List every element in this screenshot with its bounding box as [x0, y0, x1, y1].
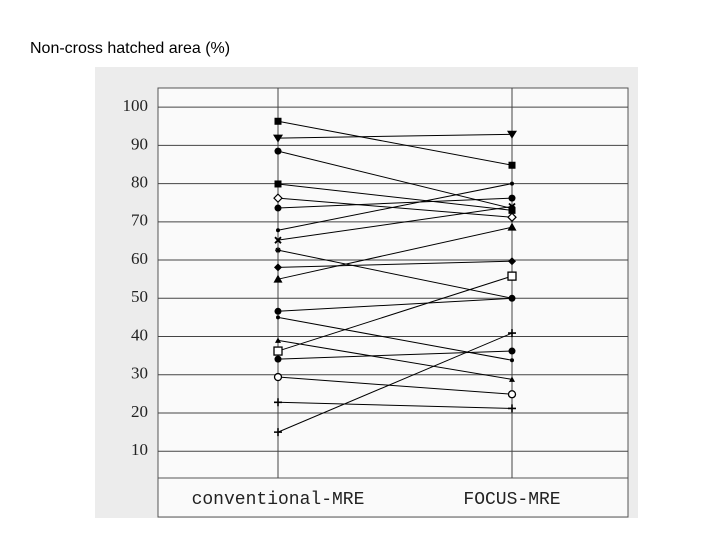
y-tick-label: 20: [131, 402, 148, 421]
series-line: [277, 316, 513, 361]
series-line: [277, 133, 513, 139]
marker: [273, 134, 283, 143]
marker: [274, 355, 282, 363]
y-tick-label: 50: [131, 287, 148, 306]
marker: [508, 329, 516, 338]
marker: [508, 202, 516, 211]
marker: [274, 204, 282, 212]
series-line: [277, 376, 513, 395]
series-line: [277, 249, 513, 299]
series-line: [277, 197, 513, 209]
marker: [273, 193, 283, 203]
series-line: [277, 226, 513, 280]
marker: [508, 347, 516, 355]
marker: [274, 307, 282, 315]
marker: [273, 372, 283, 382]
marker: [507, 222, 517, 231]
y-tick-label: 100: [123, 96, 149, 115]
marker: [510, 181, 514, 186]
y-tick-label: 10: [131, 440, 148, 459]
marker: [507, 212, 517, 223]
series-line: [277, 339, 513, 380]
marker: [274, 428, 282, 437]
marker: [507, 390, 517, 399]
marker: [508, 294, 516, 302]
y-tick-label: 80: [131, 172, 148, 191]
marker: [274, 263, 282, 272]
marker: [276, 315, 280, 320]
series-line: [277, 183, 513, 211]
marker: [508, 161, 516, 169]
y-tick-label: 60: [131, 249, 148, 268]
marker: [508, 257, 516, 266]
x-tick-label: conventional-MRE: [192, 490, 365, 510]
marker: [273, 346, 283, 356]
series-line: [277, 297, 513, 312]
series-line: [277, 260, 513, 268]
marker: [274, 117, 282, 125]
series-line: [277, 120, 513, 166]
y-tick-label: 70: [131, 211, 148, 230]
y-tick-label: 90: [131, 134, 148, 153]
marker: [508, 194, 516, 202]
series-line: [277, 183, 513, 231]
marker: [275, 337, 281, 343]
series-line: [277, 332, 513, 433]
marker: [274, 398, 282, 407]
marker: [508, 206, 516, 214]
marker: [276, 228, 280, 233]
marker: [274, 180, 282, 188]
series-line: [277, 350, 513, 360]
marker: [274, 147, 282, 155]
series-line: [277, 150, 513, 209]
marker: [507, 271, 517, 281]
series-line: [277, 206, 513, 241]
chart-title: Non-cross hatched area (%): [30, 40, 231, 57]
marker: [509, 376, 515, 382]
marker: [507, 130, 517, 139]
marker: [275, 247, 281, 254]
plot-area: [157, 87, 629, 479]
y-tick-label: 40: [131, 325, 148, 344]
x-tick-label: FOCUS-MRE: [463, 490, 560, 510]
series-line: [277, 275, 513, 352]
marker: [508, 404, 516, 413]
y-tick-label: 30: [131, 364, 148, 383]
marker: [274, 236, 282, 244]
series-line: [277, 401, 513, 409]
series-line: [277, 197, 513, 218]
marker: [273, 274, 283, 283]
category-box: [157, 477, 629, 518]
marker: [510, 358, 514, 363]
